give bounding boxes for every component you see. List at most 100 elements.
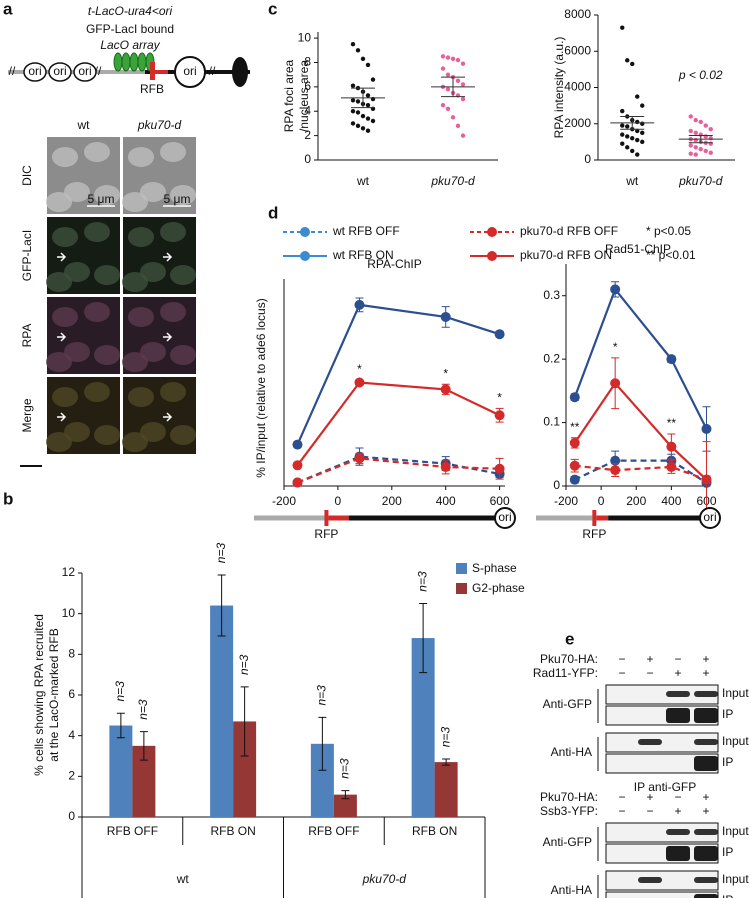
arrow [163,412,173,422]
dot [440,54,446,59]
sign: − [646,666,653,680]
blot [605,684,719,705]
marker [569,392,580,403]
chart-title: RPA-ChIP [367,257,421,271]
cell [122,352,148,372]
bar [310,743,334,817]
lane-label: Input [722,824,749,838]
dot [445,87,451,92]
band [638,877,662,883]
y-tick-label: 8000 [564,7,591,21]
y-tick-label: 2000 [564,116,591,130]
lane-label: Input [722,686,749,700]
lacI [113,52,123,72]
dot [635,94,640,99]
band [694,894,718,898]
dot [635,128,640,134]
p-value: p < 0.02 [678,68,723,82]
legend-marker [487,227,497,237]
y-tick-label: 4 [304,103,311,117]
dot [630,136,635,141]
cell [122,432,148,452]
x-tick-label: 0 [335,494,342,508]
legend-label: wt RFB OFF [332,224,400,238]
dot [460,96,466,102]
n-label: n=3 [338,758,352,779]
dot [355,110,361,115]
construct-label: t-LacO-ura4<ori [88,4,173,18]
dot [703,148,708,154]
gfp-label: GFP-LacI bound [86,22,174,36]
x-tick-label: 0 [598,494,605,508]
cell [160,302,186,322]
panel-label: c [268,0,277,18]
condition-label: Pku70-HA: [540,790,598,804]
x-tick-label: 400 [436,494,456,508]
rfb-box [150,62,155,80]
x-tick-label: 600 [490,494,510,508]
n-label: n=3 [237,654,251,675]
x-tick-label: wt [356,174,370,188]
x-tick-label: 200 [382,494,402,508]
dot [688,151,693,156]
x-tick-label: -200 [554,494,578,508]
error-bar [240,686,249,757]
error-bar [341,790,350,800]
bar [434,762,458,817]
dot [693,137,698,143]
dot [365,128,371,133]
legend-label: G2-phase [472,581,525,595]
dot [625,58,630,63]
cell [64,342,90,362]
bar [411,638,435,817]
marker [354,299,365,310]
scale-label: 5 μm [164,192,191,206]
x-tick-label: wt [625,174,639,188]
row-label: RPA [20,324,34,348]
n-label: n=3 [214,543,228,564]
bar [109,725,133,817]
cell [84,382,110,402]
band [694,691,718,697]
dot [360,56,366,62]
ori-small [48,62,72,82]
sign: + [702,652,709,666]
bar [333,794,357,817]
cell [160,222,186,242]
marker [610,455,621,466]
ori-label: ori [183,64,196,78]
marker [666,354,677,365]
y-tick-label: 6000 [564,43,591,57]
y-axis-label: /nucleus area [297,60,311,132]
sem-bar [351,87,375,109]
arrow [57,252,67,262]
y-tick-label: 0 [584,152,591,166]
y-tick-label: 0 [304,152,311,166]
map-ori [699,507,721,529]
blot [605,870,719,891]
condition-label: Rad11-YFP: [533,666,598,680]
cell [122,192,148,212]
group-label: wt [176,872,190,886]
cell [140,342,166,362]
dot [365,62,371,68]
break-mark: // [95,64,102,78]
break-mark: // [209,64,216,78]
marker [354,377,365,388]
significance: ** [570,420,580,434]
legend-note: ** p<0.01 [646,248,696,262]
y-tick-label: 4 [68,728,75,742]
cell [64,182,90,202]
panel-label: d [268,203,278,222]
blot [605,891,719,898]
sign: + [702,804,709,818]
x-tick-label: pku70-d [430,174,475,188]
cell [170,265,196,285]
marker [494,329,505,340]
marker [292,460,303,471]
n-label: n=3 [136,699,150,720]
sign: + [674,804,681,818]
group-label: pku70-d [362,872,407,886]
lane-label: IP [722,707,733,721]
scale-label: 5 μm [88,192,115,206]
